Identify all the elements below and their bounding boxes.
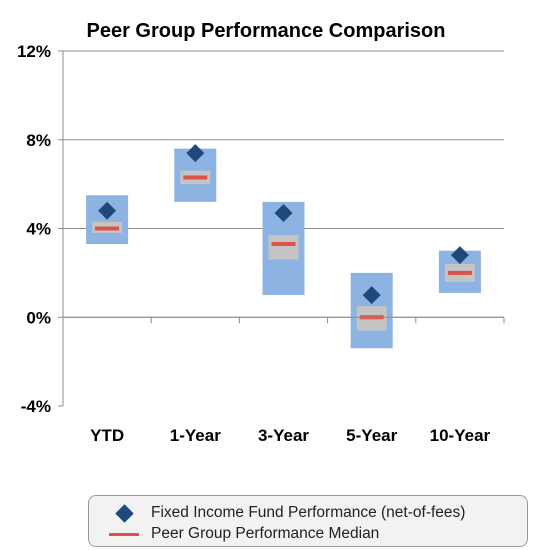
legend-label-fund: Fixed Income Fund Performance (net-of-fe…: [151, 504, 466, 521]
chart-plot: Peer Group Performance Comparison 12% 8% 4…: [17, 20, 505, 445]
x-tick-label: 5-Year: [346, 426, 397, 445]
legend-item-fund: Fixed Income Fund Performance (net-of-fe…: [89, 503, 527, 525]
diamond-marker-icon: [115, 504, 134, 523]
legend-label-median: Peer Group Performance Median: [151, 525, 380, 542]
inner-range-box: [268, 235, 299, 260]
y-tick-label: -4%: [21, 397, 51, 416]
axes: [58, 50, 505, 407]
y-tick-label: 12%: [17, 42, 51, 61]
fund-diamond: [362, 286, 381, 305]
legend: Fixed Income Fund Performance (net-of-fe…: [88, 495, 528, 547]
x-tick-label: 10-Year: [430, 426, 491, 445]
peer-range-boxes: [86, 148, 481, 349]
median-mark: [447, 270, 472, 275]
fund-diamond: [450, 246, 469, 265]
y-tick-label: 8%: [26, 131, 51, 150]
median-mark: [183, 175, 208, 180]
median-mark: [95, 226, 120, 231]
fund-diamond: [274, 203, 293, 222]
fund-diamond: [186, 144, 205, 163]
fund-diamond: [98, 201, 117, 220]
y-tick-label: 0%: [26, 308, 51, 327]
data-marks: [95, 144, 472, 320]
chart-title: Peer Group Performance Comparison: [87, 20, 446, 42]
y-tick-label: 4%: [26, 220, 51, 239]
x-tick-label: YTD: [90, 426, 124, 445]
median-line-icon: [109, 533, 139, 536]
legend-item-median: Peer Group Performance Median: [89, 524, 527, 546]
tick-labels: 12% 8% 4% 0% -4% YTD 1-Year 3-Year 5-Year 10-Year: [17, 42, 491, 445]
median-mark: [271, 242, 296, 247]
x-tick-label: 3-Year: [258, 426, 309, 445]
x-tick-label: 1-Year: [170, 426, 221, 445]
